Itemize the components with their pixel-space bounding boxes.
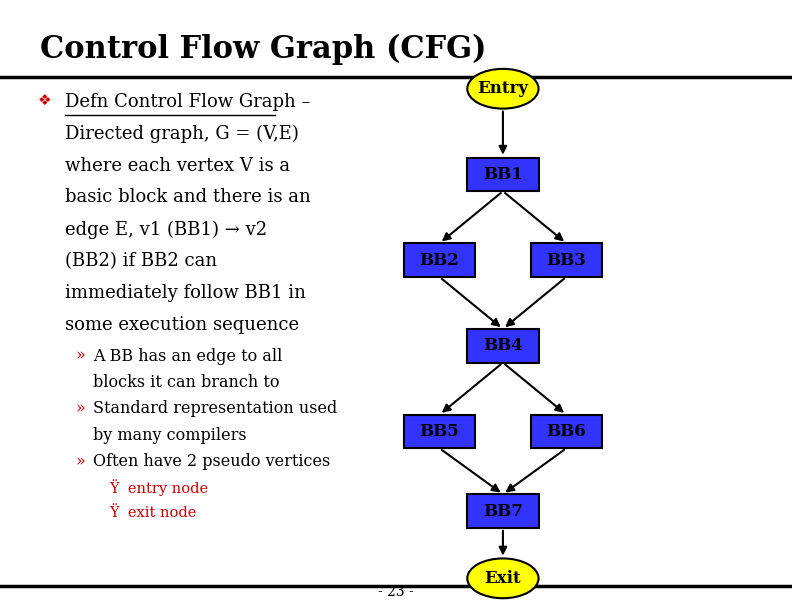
FancyBboxPatch shape [531,243,602,277]
Text: »: » [75,348,85,365]
Text: BB2: BB2 [420,252,459,269]
Text: where each vertex V is a: where each vertex V is a [65,157,290,174]
Text: BB3: BB3 [546,252,586,269]
Text: (BB2) if BB2 can: (BB2) if BB2 can [65,252,217,270]
Text: Defn Control Flow Graph –: Defn Control Flow Graph – [65,93,310,111]
Text: - 23 -: - 23 - [378,584,414,599]
Text: Entry: Entry [478,80,528,97]
FancyBboxPatch shape [467,494,539,528]
Text: edge E, v1 (BB1) → v2: edge E, v1 (BB1) → v2 [65,220,267,239]
Text: »: » [75,453,85,470]
Text: Exit: Exit [485,570,521,587]
Text: Often have 2 pseudo vertices: Often have 2 pseudo vertices [93,453,331,470]
Text: BB1: BB1 [483,166,523,183]
Text: blocks it can branch to: blocks it can branch to [93,374,280,391]
Text: Ÿ  exit node: Ÿ exit node [109,506,196,520]
Text: Ÿ  entry node: Ÿ entry node [109,479,208,496]
Text: BB5: BB5 [420,423,459,440]
FancyBboxPatch shape [404,415,475,448]
Text: basic block and there is an: basic block and there is an [65,188,310,206]
Text: ❖: ❖ [38,93,51,108]
Text: some execution sequence: some execution sequence [65,316,299,334]
FancyBboxPatch shape [467,157,539,191]
Text: by many compilers: by many compilers [93,427,247,444]
FancyBboxPatch shape [467,329,539,362]
Text: »: » [75,400,85,417]
Text: BB4: BB4 [483,337,523,354]
Text: Control Flow Graph (CFG): Control Flow Graph (CFG) [40,34,486,65]
FancyBboxPatch shape [531,415,602,448]
Text: BB6: BB6 [546,423,586,440]
FancyBboxPatch shape [404,243,475,277]
Ellipse shape [467,558,539,599]
Text: Standard representation used: Standard representation used [93,400,337,417]
Text: A BB has an edge to all: A BB has an edge to all [93,348,283,365]
Text: BB7: BB7 [483,502,523,520]
Ellipse shape [467,69,539,109]
Text: immediately follow BB1 in: immediately follow BB1 in [65,284,306,302]
Text: Directed graph, G = (V,E): Directed graph, G = (V,E) [65,125,299,143]
